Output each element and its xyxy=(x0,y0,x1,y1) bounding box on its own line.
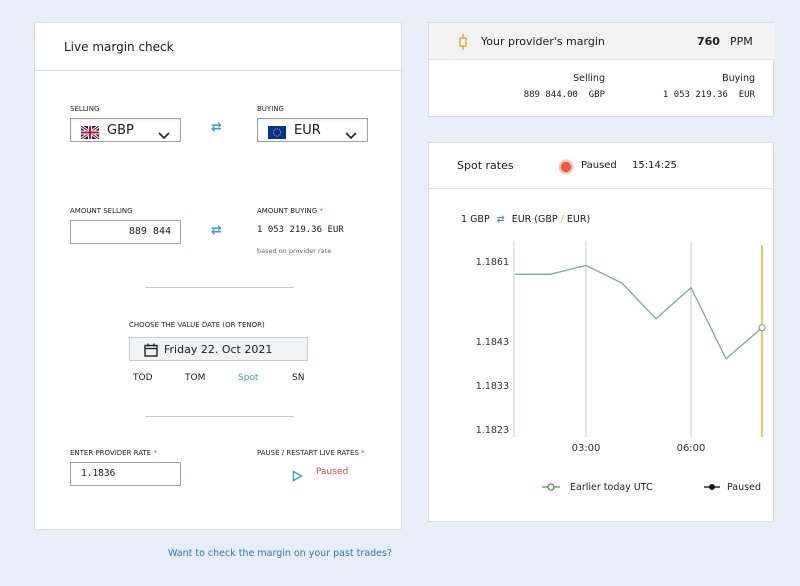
provider-rate-note: based on provider rate xyxy=(257,247,332,255)
amount-selling-label: AMOUNT SELLING xyxy=(70,207,133,215)
buying-label: BUYING xyxy=(257,105,284,113)
spot-status: Paused xyxy=(581,160,617,171)
legend-earlier-label: Earlier today UTC xyxy=(570,482,653,493)
y-tick-label: 1.1843 xyxy=(476,337,509,348)
spot-rate-chart: 1.1861 1.1843 1.1833 1.1823 03:00 06:00 Earl… xyxy=(476,241,766,493)
provider-margin-title: Your provider's margin xyxy=(481,35,605,48)
paused-dot-icon xyxy=(558,159,574,179)
divider xyxy=(145,416,294,417)
legend-paused-marker xyxy=(709,484,715,490)
series-line-earlier-today xyxy=(515,264,763,360)
live-margin-card: Live margin check SELLING BUYING GBP ⇄ xyxy=(34,22,402,530)
swap-pair-icon[interactable]: ⇄ xyxy=(496,214,505,225)
card-title: Live margin check xyxy=(64,40,174,54)
amount-buying-value: 1 053 219.36 EUR xyxy=(257,225,344,235)
sell-currency-code: GBP xyxy=(107,123,134,138)
currency-pair-label: 1 GBP ⇄ EUR (GBP / EUR) xyxy=(461,214,591,225)
buy-currency-code: EUR xyxy=(294,123,321,138)
spot-rates-card: Spot rates Paused 15:14:25 1 GBP ⇄ EUR (… xyxy=(428,142,775,522)
margin-unit: PPM xyxy=(730,35,753,48)
selling-label: SELLING xyxy=(70,105,100,113)
margin-value: 760 xyxy=(697,35,720,48)
spot-rates-title: Spot rates xyxy=(457,159,514,172)
tenor-tom[interactable]: TOM xyxy=(185,373,206,383)
spot-rates-header: Spot rates Paused 15:14:25 xyxy=(429,143,775,189)
tenor-spot[interactable]: Spot xyxy=(238,373,259,383)
divider xyxy=(145,287,294,288)
chevron-down-icon xyxy=(345,125,357,144)
x-tick-label: 03:00 xyxy=(572,443,601,454)
buying-value: 1 053 219.36 EUR xyxy=(662,90,755,100)
pause-restart-label: PAUSE / RESTART LIVE RATES * xyxy=(257,449,365,457)
value-date-picker[interactable]: Friday 22. Oct 2021 xyxy=(129,337,308,361)
spot-time: 15:14:25 xyxy=(632,160,677,171)
play-icon[interactable] xyxy=(292,467,303,486)
legend: Earlier today UTC Paused xyxy=(542,482,761,493)
tenor-tod[interactable]: TOD xyxy=(133,373,153,383)
legend-paused-label: Paused xyxy=(727,482,761,493)
chevron-down-icon xyxy=(158,125,170,144)
value-date-text: Friday 22. Oct 2021 xyxy=(164,343,273,356)
provider-rate-value: 1.1836 xyxy=(81,468,116,479)
candlestick-icon xyxy=(458,34,468,54)
provider-rate-input[interactable]: 1.1836 xyxy=(70,462,181,486)
tenor-sn[interactable]: SN xyxy=(292,373,305,383)
paused-status: Paused xyxy=(316,467,349,477)
buy-currency-select[interactable]: EUR xyxy=(257,118,368,142)
value-date-label: CHOOSE THE VALUE DATE (OR TENOR) xyxy=(129,321,265,329)
legend-earlier-marker xyxy=(547,483,555,491)
selling-label: Selling xyxy=(573,73,605,84)
provider-rate-label: ENTER PROVIDER RATE * xyxy=(70,449,157,457)
provider-margin-card: Your provider's margin 760 PPM Selling B… xyxy=(428,22,775,117)
y-tick-label: 1.1833 xyxy=(476,381,509,392)
provider-margin-header: Your provider's margin 760 PPM xyxy=(429,23,775,60)
x-tick-label: 06:00 xyxy=(677,443,706,454)
amount-selling-input[interactable]: 889 844 xyxy=(70,220,181,244)
calendar-icon xyxy=(144,342,158,361)
past-trades-link[interactable]: Want to check the margin on your past tr… xyxy=(168,548,392,559)
selling-value: 889 844.00 GBP xyxy=(523,90,605,100)
swap-currencies-icon[interactable]: ⇄ xyxy=(211,120,222,135)
card-header: Live margin check xyxy=(35,23,401,71)
amount-selling-value: 889 844 xyxy=(128,226,171,237)
buying-label: Buying xyxy=(722,73,755,84)
y-tick-label: 1.1861 xyxy=(476,257,509,268)
eu-flag-icon xyxy=(268,124,286,143)
swap-amount-icon[interactable]: ⇄ xyxy=(211,223,222,238)
y-tick-label: 1.1823 xyxy=(476,425,509,436)
sell-currency-select[interactable]: GBP xyxy=(70,118,181,142)
series-last-point xyxy=(758,324,766,332)
uk-flag-icon xyxy=(80,124,100,143)
amount-buying-label: AMOUNT BUYING * xyxy=(257,207,323,215)
